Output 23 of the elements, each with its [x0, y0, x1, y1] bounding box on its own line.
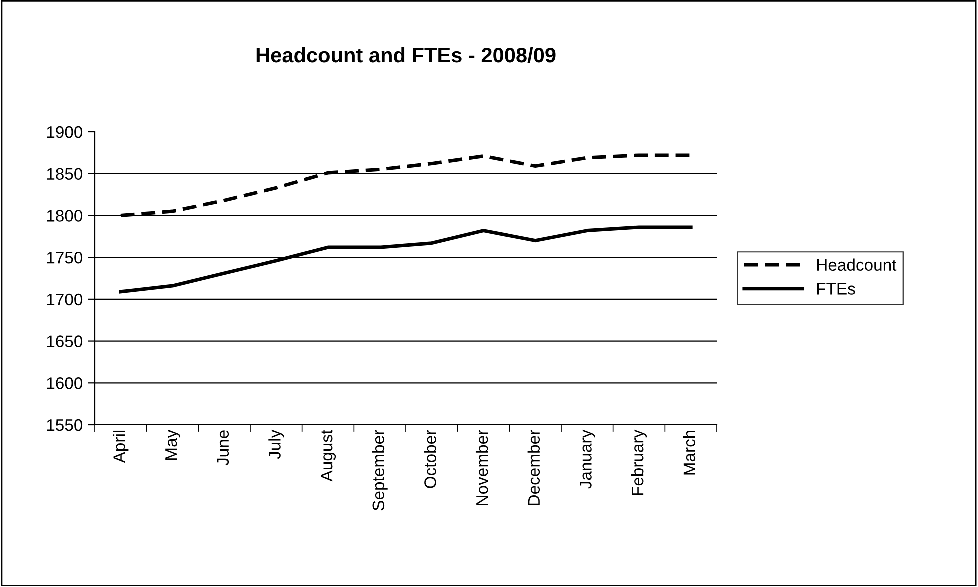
x-tick-label: August [321, 430, 336, 482]
x-tick-label: May [166, 430, 181, 460]
y-tick-label: 1800 [47, 210, 83, 222]
x-tick-label: June [217, 430, 230, 466]
x-tick-label: November [476, 430, 488, 506]
legend-label: Headcount [817, 258, 897, 272]
legend-label: FTEs [817, 283, 856, 295]
x-tick-label: December [528, 430, 540, 506]
x-tick-label: July [268, 430, 284, 460]
y-tick-label: 1750 [47, 252, 83, 264]
chart-title: Headcount and FTEs - 2008/09 [256, 47, 556, 63]
y-tick-label: 1900 [47, 126, 83, 138]
x-tick-label: September [372, 430, 388, 511]
y-tick-label: 1700 [47, 294, 83, 306]
x-tick-label: October [424, 430, 436, 488]
y-tick-label: 1850 [47, 168, 83, 180]
y-tick-label: 1600 [47, 378, 83, 390]
y-tick-label: 1550 [47, 419, 83, 432]
y-tick-label: 1650 [47, 336, 83, 348]
x-tick-label: January [580, 430, 596, 489]
x-tick-label: April [113, 430, 129, 464]
x-tick-label: March [683, 430, 696, 475]
x-tick-label: February [631, 430, 648, 496]
